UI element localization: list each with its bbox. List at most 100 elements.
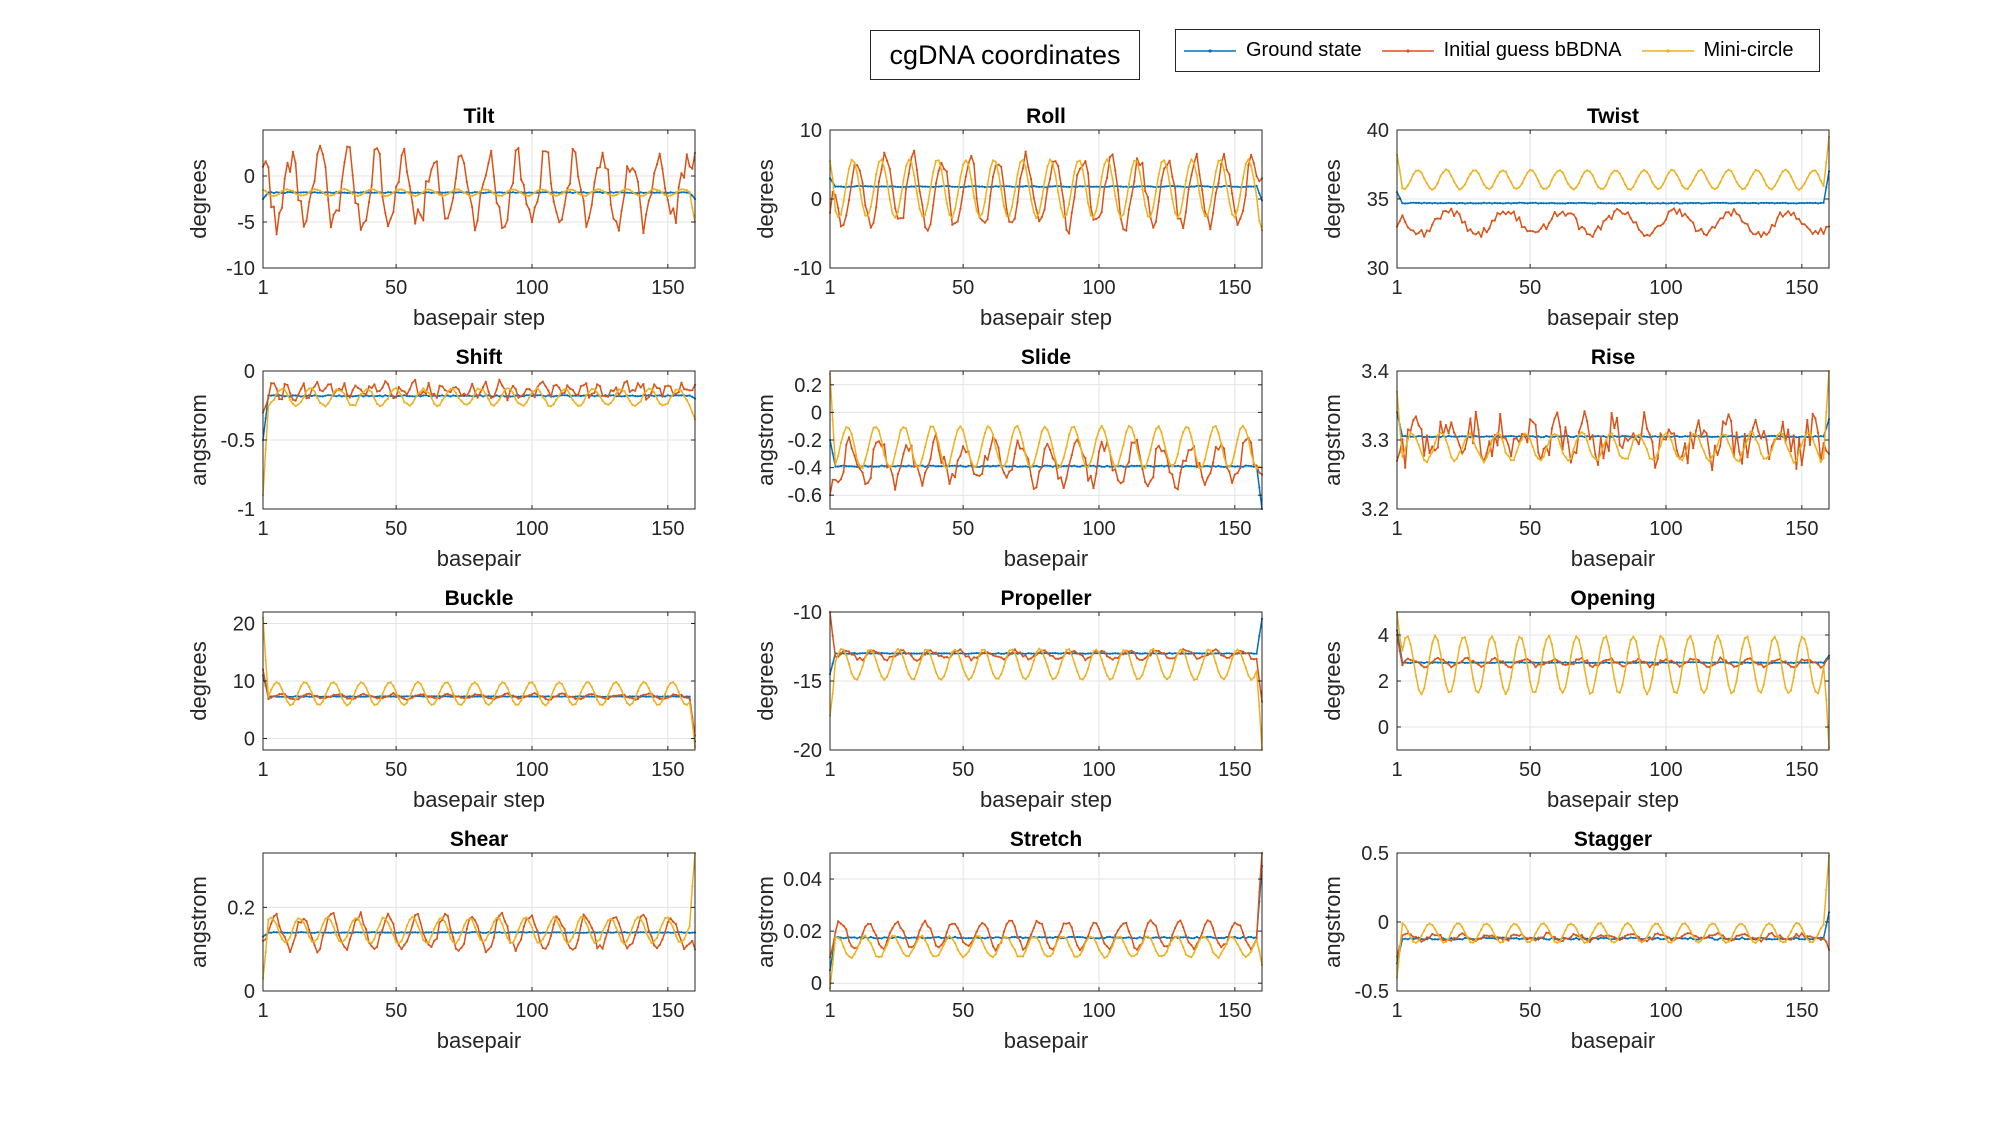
data-point (1705, 234, 1708, 237)
data-point (1414, 169, 1418, 172)
data-point (1406, 657, 1409, 660)
data-point (953, 222, 957, 225)
data-point (1743, 201, 1746, 204)
data-point (1414, 415, 1418, 418)
data-point (1580, 661, 1583, 664)
data-point (896, 217, 900, 220)
data-point (1461, 452, 1464, 455)
data-point (424, 695, 428, 698)
data-point (1610, 432, 1613, 435)
data-point (1496, 444, 1499, 447)
data-point (332, 912, 335, 915)
data-point (1659, 635, 1662, 638)
data-point (1141, 161, 1144, 164)
data-point (1252, 178, 1255, 181)
data-point (1621, 456, 1624, 459)
data-point (376, 190, 379, 193)
data-point (1708, 202, 1711, 205)
data-point (482, 388, 485, 391)
data-point (297, 698, 300, 701)
data-point (1472, 202, 1475, 205)
data-point (1250, 441, 1253, 444)
data-point (1108, 156, 1111, 159)
data-point (1654, 458, 1657, 461)
data-point (1412, 419, 1415, 422)
data-point (1024, 150, 1027, 153)
data-point (539, 188, 542, 191)
data-point (1757, 230, 1760, 234)
data-point (672, 207, 675, 210)
data-point (1442, 433, 1445, 436)
data-point (636, 695, 640, 698)
data-point (522, 393, 525, 396)
data-point (305, 695, 308, 698)
y-axis-label: degrees (186, 159, 211, 239)
data-point (549, 182, 553, 185)
data-point (905, 164, 908, 167)
legend-label-mini-circle: Mini-circle (1703, 39, 1794, 61)
data-point (896, 441, 900, 444)
data-point (1187, 188, 1190, 191)
data-point (645, 695, 648, 698)
data-point (994, 160, 997, 163)
data-point (1157, 200, 1160, 203)
data-point (487, 390, 490, 393)
data-point (1637, 228, 1640, 231)
data-point (362, 682, 365, 685)
data-point (1781, 215, 1784, 218)
data-point (883, 453, 886, 457)
data-point (1444, 661, 1447, 664)
data-point (886, 466, 889, 469)
data-point (463, 402, 466, 405)
data-point (1019, 447, 1022, 450)
data-point (536, 386, 539, 389)
data-point (915, 659, 919, 662)
data-point (327, 931, 330, 934)
series-line-initial-guess-bbdna (829, 611, 1263, 702)
data-point (642, 231, 645, 235)
x-tick-label: 1 (1391, 518, 1402, 540)
data-point (1160, 450, 1163, 453)
data-point (1076, 438, 1079, 441)
data-point (514, 931, 517, 934)
data-point (1035, 651, 1038, 654)
data-point (313, 944, 316, 947)
data-point (430, 191, 433, 194)
data-point (1558, 687, 1562, 690)
data-point (1433, 441, 1437, 444)
data-point (691, 931, 694, 934)
data-point (416, 694, 419, 697)
data-point (511, 931, 515, 934)
data-point (1477, 691, 1480, 694)
data-point (484, 695, 487, 698)
data-point (386, 194, 390, 197)
data-point (991, 654, 995, 657)
data-point (1713, 663, 1716, 666)
data-point (1431, 202, 1434, 205)
data-point (1499, 412, 1502, 416)
data-point (498, 191, 501, 194)
x-tick-label: 1 (257, 759, 268, 781)
data-point (1724, 423, 1727, 426)
data-point (1046, 165, 1049, 168)
data-point (869, 226, 872, 229)
data-point (1792, 676, 1795, 679)
data-point (511, 699, 515, 702)
data-point (850, 653, 853, 656)
data-point (620, 209, 623, 212)
data-point (669, 194, 672, 197)
data-point (1013, 464, 1016, 467)
data-point (381, 395, 384, 398)
data-point (669, 695, 672, 698)
data-point (1195, 652, 1198, 655)
data-point (310, 692, 313, 695)
data-point (1488, 188, 1491, 191)
data-point (1252, 161, 1255, 164)
data-point (1171, 657, 1174, 660)
data-point (831, 478, 834, 481)
data-point (669, 396, 672, 399)
series-line-mini-circle (829, 647, 1263, 751)
data-point (978, 653, 981, 656)
data-point (373, 947, 376, 951)
data-point (1762, 683, 1765, 686)
